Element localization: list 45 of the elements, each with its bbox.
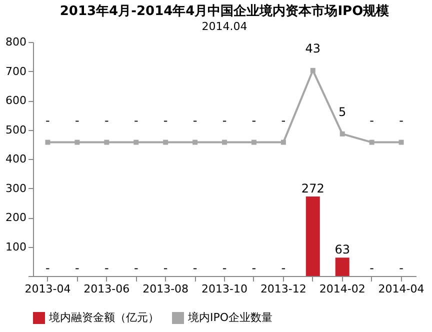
data-label: 5: [338, 104, 346, 119]
data-label: -: [75, 113, 80, 128]
y-tick-label: 600: [6, 94, 26, 107]
data-label: -: [134, 261, 138, 275]
data-label: -: [281, 261, 286, 275]
data-label: -: [370, 113, 374, 128]
data-label: -: [46, 261, 50, 275]
data-label: -: [370, 261, 374, 275]
data-label: -: [281, 113, 286, 128]
x-tick-label: 2013-10: [202, 282, 248, 296]
y-tick-label: 700: [6, 64, 26, 78]
y-tick-label: 300: [6, 182, 26, 195]
data-label: -: [252, 113, 256, 128]
data-label: -: [399, 261, 404, 275]
chart-title: 2013年4月-2014年4月中国企业境内资本市场IPO规模: [60, 3, 390, 19]
y-tick-label: 100: [6, 240, 26, 254]
data-label: -: [192, 261, 198, 275]
data-label: 43: [305, 41, 321, 56]
y-tick-label: 500: [6, 123, 26, 136]
data-label: -: [104, 261, 109, 275]
data-label: 272: [301, 181, 324, 196]
data-label: -: [163, 113, 168, 128]
data-label: -: [252, 261, 256, 275]
x-tick-label: 2013-04: [24, 282, 71, 296]
x-tick-label: 2014-02: [319, 282, 366, 296]
y-tick-label: 200: [6, 211, 26, 224]
data-label: 63: [334, 242, 350, 257]
legend-label: 境内IPO企业数量: [187, 311, 273, 324]
data-label: -: [104, 113, 109, 128]
y-tick-label: 800: [6, 36, 26, 48]
x-tick-label: 2013-06: [84, 282, 130, 296]
x-tick-label: 2014-04: [378, 282, 424, 296]
data-label: -: [134, 113, 138, 128]
text: 2014.04: [202, 20, 248, 33]
x-tick-label: 2013-08: [142, 282, 189, 296]
data-label: -: [163, 261, 168, 275]
data-label: -: [222, 261, 227, 275]
data-label: -: [192, 113, 198, 128]
y-tick-label: 400: [6, 152, 26, 166]
data-label: -: [222, 113, 227, 128]
data-label: -: [399, 113, 404, 128]
data-label: -: [75, 261, 80, 275]
legend-label: 境内融资金额（亿元）: [48, 311, 159, 324]
data-label: -: [46, 113, 50, 128]
x-tick-label: 2013-12: [260, 282, 306, 296]
